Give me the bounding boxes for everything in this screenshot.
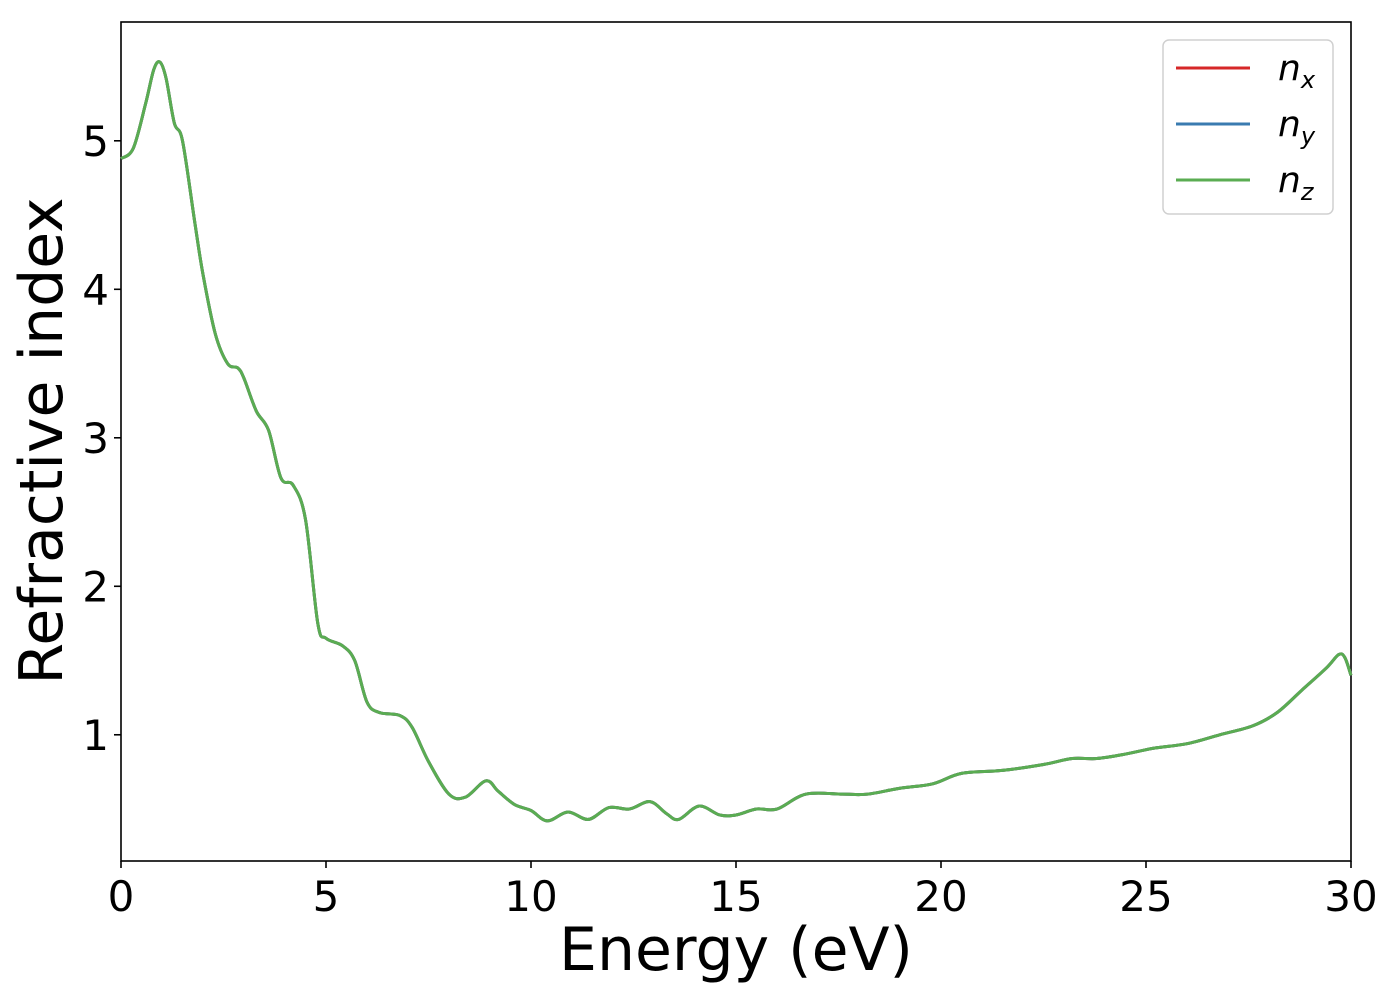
legend-label-nz: nz	[1278, 160, 1315, 206]
y-tick-label: 1	[82, 711, 109, 760]
y-axis-label: Refractive index	[7, 197, 77, 684]
x-tick-label: 20	[914, 872, 967, 921]
y-axis-ticks: 1 2 3 4 5	[82, 117, 121, 760]
x-tick-label: 5	[313, 872, 340, 921]
x-axis-label: Energy (eV)	[559, 915, 913, 985]
x-axis-ticks: 0 5 10 15 20 25 30	[108, 861, 1378, 921]
legend-entries: nx ny nz	[1176, 48, 1316, 206]
series-lines	[120, 60, 1353, 823]
legend-box	[1162, 39, 1334, 215]
x-tick-label: 10	[504, 872, 557, 921]
x-tick-label: 0	[108, 872, 135, 921]
legend: nx ny nz	[1162, 39, 1334, 215]
y-tick-label: 2	[82, 562, 109, 611]
y-tick-label: 5	[82, 117, 109, 166]
y-tick-label: 3	[82, 414, 109, 463]
legend-label-nx: nx	[1278, 48, 1316, 94]
legend-label-ny: ny	[1278, 104, 1316, 150]
x-tick-label: 25	[1119, 872, 1172, 921]
x-tick-label: 15	[709, 872, 762, 921]
x-tick-label: 30	[1324, 872, 1377, 921]
series-line-nz	[120, 60, 1353, 823]
y-tick-label: 4	[82, 265, 109, 314]
